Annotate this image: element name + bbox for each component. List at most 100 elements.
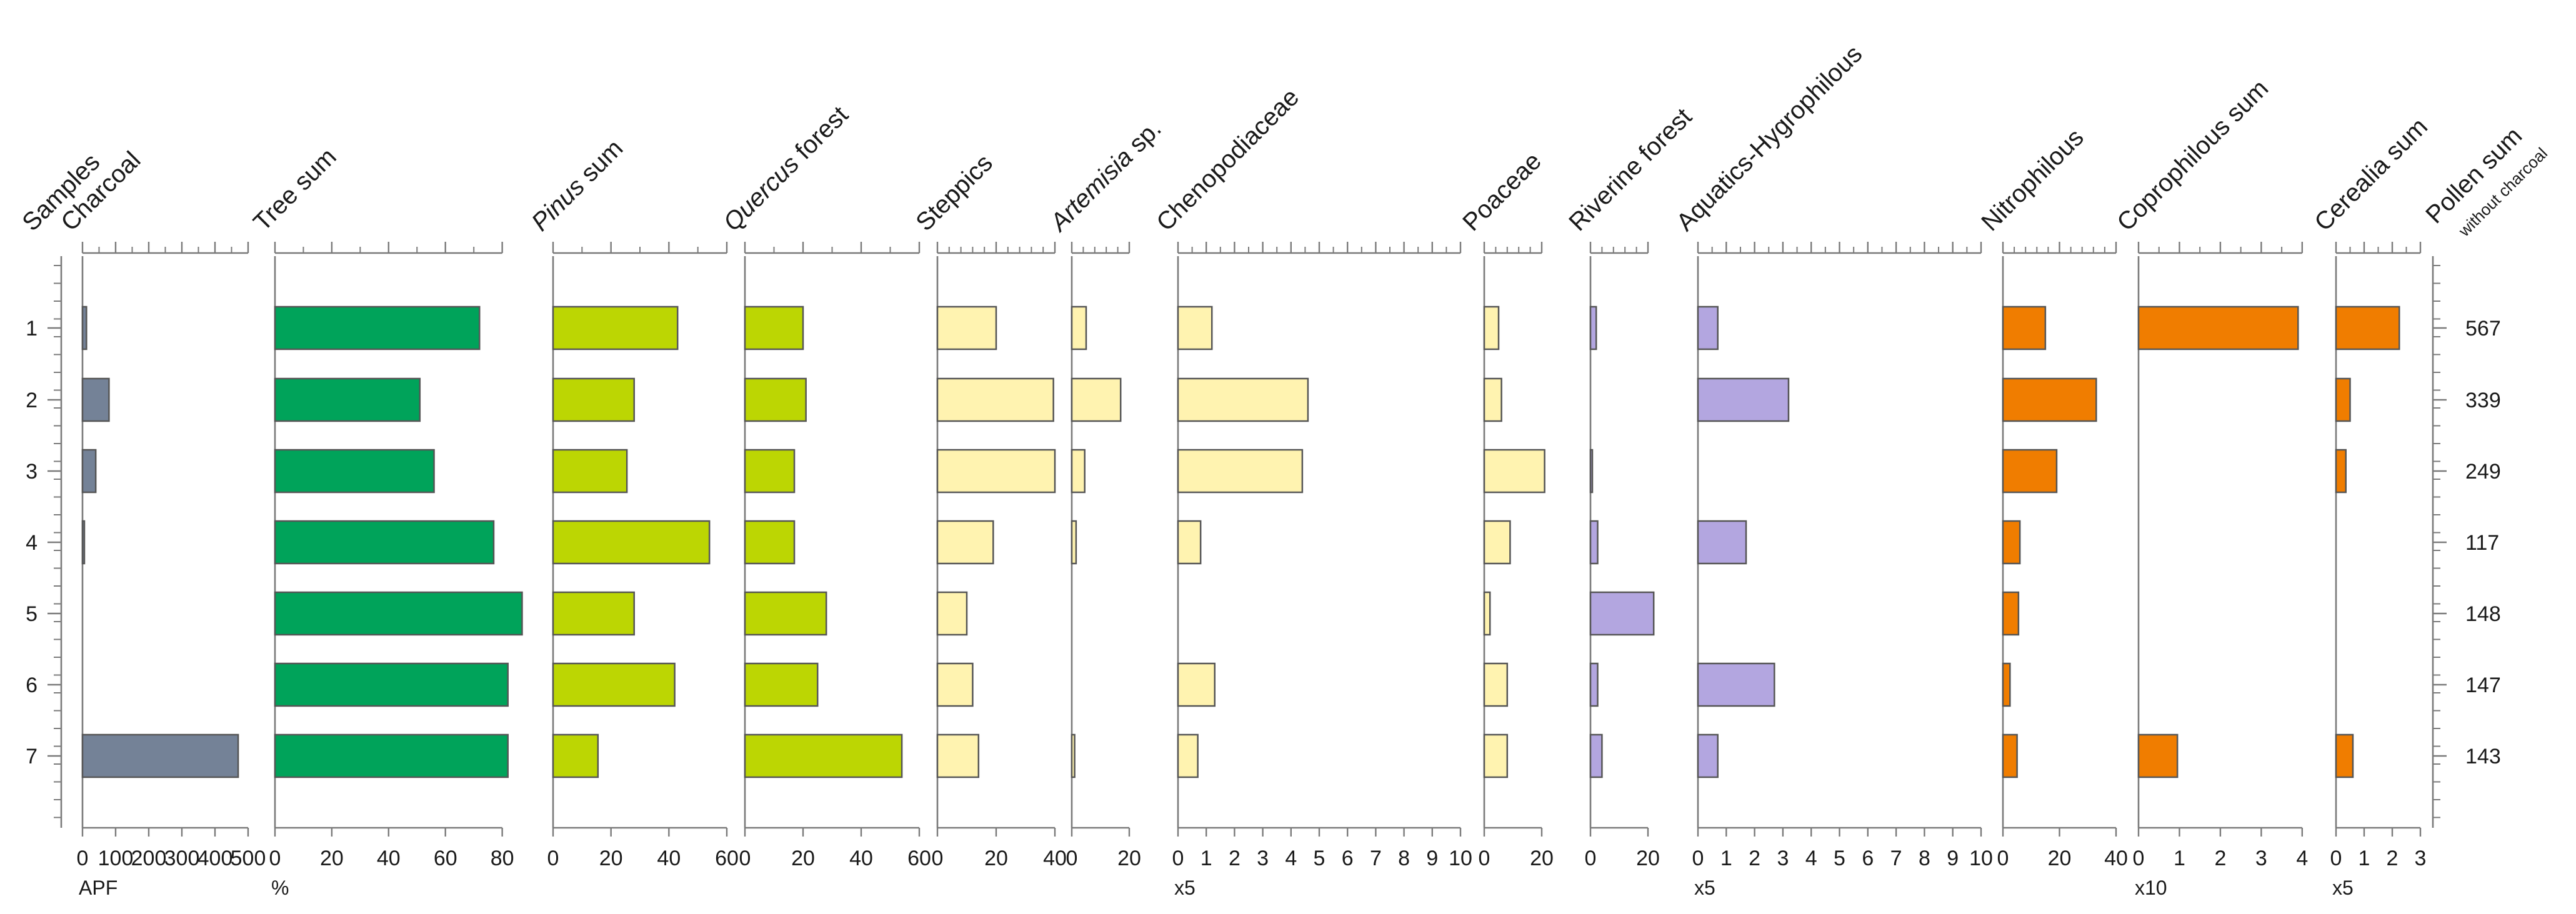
artemisia-bar-sample-4 (1071, 520, 1077, 565)
nitrophilous-bar-sample-7 (2002, 733, 2018, 778)
quercus_forest-bar-sample-2 (744, 377, 807, 422)
column-aquatics_hygrophilous (1697, 305, 1790, 778)
charcoal-bar-sample-7 (81, 733, 239, 778)
pinus_sum-bar-sample-3 (552, 449, 628, 494)
aquatics_hygrophilous-tick-label: 5 (1834, 847, 1845, 870)
artemisia-bar-sample-3 (1071, 449, 1086, 494)
coprophilous_sum-tick-label: 0 (2133, 847, 2145, 870)
nitrophilous-bar-sample-4 (2002, 520, 2021, 565)
cerealia_sum-unit-label: x5 (2332, 877, 2354, 899)
steppics-bar-sample-6 (936, 662, 974, 707)
pollen-sum-value: 567 (2465, 317, 2501, 340)
tree_sum-bar-sample-3 (274, 449, 435, 494)
cerealia_sum-tick-label: 3 (2415, 847, 2427, 870)
aquatics_hygrophilous-tick-label: 10 (1969, 847, 1993, 870)
chenopodiaceae-tick-label: 4 (1285, 847, 1297, 870)
aquatics_hygrophilous-unit-label: x5 (1694, 877, 1715, 899)
chenopodiaceae-unit-label: x5 (1174, 877, 1196, 899)
aquatics_hygrophilous-bar-sample-2 (1697, 377, 1790, 422)
cerealia_sum-bar-sample-7 (2335, 733, 2354, 778)
quercus_forest-bar-sample-1 (744, 305, 804, 350)
tree_sum-tick-label: 20 (320, 847, 344, 870)
quercus_forest-title: Quercus forest (718, 101, 854, 237)
chenopodiaceae-tick-label: 9 (1426, 847, 1438, 870)
pollen-sum-value: 148 (2465, 602, 2501, 626)
steppics-tick-label: 0 (932, 847, 944, 870)
steppics-title: Steppics (911, 149, 998, 237)
charcoal-bar-sample-1 (81, 305, 87, 350)
cerealia_sum-bar-sample-2 (2335, 377, 2351, 422)
cerealia_sum-tick-label: 1 (2359, 847, 2370, 870)
column-coprophilous_sum (2137, 305, 2299, 778)
charcoal-tick-label: 0 (77, 847, 89, 870)
chenopodiaceae-title: Chenopodiaceae (1151, 83, 1304, 236)
chenopodiaceae-tick-label: 7 (1370, 847, 1382, 870)
chenopodiaceae-tick-label: 10 (1449, 847, 1472, 870)
sample-label: 6 (26, 673, 37, 697)
nitrophilous-bar-sample-3 (2002, 449, 2058, 494)
riverine_forest-bar-sample-4 (1589, 520, 1599, 565)
quercus_forest-tick-label: 40 (849, 847, 873, 870)
tree_sum-bar-sample-7 (274, 733, 509, 778)
artemisia-bar-sample-7 (1071, 733, 1076, 778)
coprophilous_sum-tick-label: 3 (2255, 847, 2267, 870)
poaceae-bar-sample-7 (1483, 733, 1509, 778)
column-pinus_sum (552, 305, 711, 778)
aquatics_hygrophilous-bar-sample-6 (1697, 662, 1775, 707)
steppics-bar-sample-1 (936, 305, 997, 350)
aquatics_hygrophilous-tick-label: 3 (1777, 847, 1789, 870)
aquatics_hygrophilous-tick-label: 1 (1720, 847, 1732, 870)
pinus_sum-tick-label: 40 (657, 847, 681, 870)
poaceae-bar-sample-5 (1483, 591, 1491, 636)
riverine_forest-bar-sample-1 (1589, 305, 1597, 350)
quercus_forest-tick-label: 0 (739, 847, 751, 870)
sample-label: 5 (26, 602, 37, 626)
pinus_sum-title: Pinus sum (526, 134, 628, 236)
tree_sum-unit-label: % (271, 877, 289, 899)
column-tree_sum (274, 305, 523, 778)
pinus_sum-bar-sample-7 (552, 733, 599, 778)
nitrophilous-tick-label: 0 (1997, 847, 2009, 870)
nitrophilous-bar-sample-6 (2002, 662, 2011, 707)
pollen-sum-value: 143 (2465, 745, 2501, 768)
chenopodiaceae-bar-sample-2 (1177, 377, 1309, 422)
quercus_forest-bar-sample-7 (744, 733, 903, 778)
coprophilous_sum-bar-sample-1 (2137, 305, 2299, 350)
column-poaceae (1483, 305, 1545, 778)
coprophilous_sum-tick-label: 1 (2174, 847, 2185, 870)
tree_sum-tick-label: 60 (434, 847, 457, 870)
poaceae-bar-sample-1 (1483, 305, 1500, 350)
nitrophilous-tick-label: 40 (2104, 847, 2128, 870)
chenopodiaceae-bar-sample-3 (1177, 449, 1304, 494)
steppics-tick-label: 40 (1043, 847, 1067, 870)
steppics-bar-sample-7 (936, 733, 980, 778)
pinus_sum-tick-label: 0 (547, 847, 559, 870)
aquatics_hygrophilous-tick-label: 6 (1862, 847, 1874, 870)
poaceae-bar-sample-3 (1483, 449, 1545, 494)
cerealia_sum-tick-label: 2 (2387, 847, 2399, 870)
artemisia-bar-sample-2 (1071, 377, 1122, 422)
steppics-bar-sample-5 (936, 591, 968, 636)
pollen-sum-value: 249 (2465, 460, 2501, 484)
sample-label: 3 (26, 460, 37, 484)
steppics-tick-label: 20 (984, 847, 1008, 870)
aquatics_hygrophilous-tick-label: 0 (1692, 847, 1704, 870)
charcoal-bar-sample-3 (81, 449, 97, 494)
tree_sum-bar-sample-4 (274, 520, 495, 565)
nitrophilous-tick-label: 20 (2048, 847, 2072, 870)
poaceae-bar-sample-4 (1483, 520, 1511, 565)
coprophilous_sum-tick-label: 4 (2296, 847, 2308, 870)
steppics-bar-sample-3 (936, 449, 1056, 494)
chenopodiaceae-bar-sample-6 (1177, 662, 1216, 707)
pinus_sum-bar-sample-2 (552, 377, 635, 422)
nitrophilous-bar-sample-2 (2002, 377, 2097, 422)
tree_sum-tick-label: 0 (269, 847, 281, 870)
riverine_forest-bar-sample-6 (1589, 662, 1599, 707)
tree_sum-bar-sample-2 (274, 377, 421, 422)
nitrophilous-title: Nitrophilous (1976, 124, 2089, 236)
chenopodiaceae-bar-sample-1 (1177, 305, 1213, 350)
tree_sum-bar-sample-6 (274, 662, 509, 707)
chenopodiaceae-bar-sample-7 (1177, 733, 1199, 778)
coprophilous_sum-tick-label: 2 (2214, 847, 2226, 870)
artemisia-tick-label: 20 (1117, 847, 1141, 870)
